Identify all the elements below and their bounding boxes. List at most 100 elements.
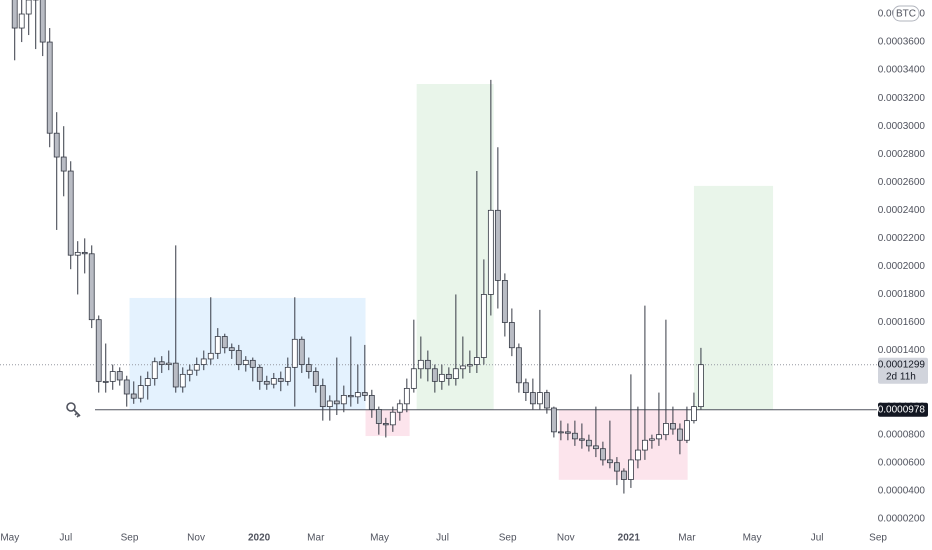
candle-body: [396, 403, 403, 413]
y-tick-label: 0.0002200: [878, 233, 926, 244]
candle-body: [228, 347, 235, 351]
last-price-label: 0.0001299: [878, 359, 926, 370]
y-tick-label: 0.0000200: [878, 513, 926, 524]
candle-body: [284, 366, 291, 382]
candle-body: [165, 362, 172, 365]
axes: 0.0000200 0.0000400 0.0000600 0.0000800 0.00…: [878, 5, 928, 524]
candle-body: [599, 448, 606, 461]
candle-body: [403, 387, 410, 405]
candle-body: [354, 392, 361, 398]
candle-body: [564, 431, 571, 434]
candle-body: [39, 0, 46, 43]
candle-body: [298, 338, 305, 365]
candle-body: [621, 470, 627, 480]
candle-body: [663, 423, 669, 436]
x-tick-label: Sep: [121, 533, 139, 544]
candle-body: [158, 361, 165, 365]
candle-body: [389, 411, 396, 426]
candle-body: [452, 368, 459, 379]
candle-body: [628, 459, 634, 480]
candle-body: [417, 359, 424, 370]
price-scale: [877, 0, 932, 550]
candle-body: [585, 439, 592, 447]
x-tick-label: Jul: [811, 533, 824, 544]
candle-body: [186, 369, 193, 375]
candle-body: [670, 423, 676, 430]
candle-body: [536, 392, 543, 405]
candle-body: [677, 428, 683, 441]
candle-body: [613, 462, 620, 472]
candle-body: [529, 392, 536, 405]
x-tick-label: Sep: [499, 533, 517, 544]
x-tick-label: 2021: [618, 533, 641, 544]
candle-body: [642, 439, 648, 451]
candle-body: [172, 362, 179, 388]
candle-body: [221, 336, 228, 349]
candle-body: [74, 251, 81, 256]
candle-body: [501, 280, 508, 323]
zone: [365, 409, 410, 437]
candle-body: [11, 0, 18, 29]
x-tick-label: Nov: [557, 533, 575, 544]
candle-body: [249, 359, 256, 368]
x-tick-label: Sep: [869, 533, 887, 544]
candle-body: [60, 156, 67, 172]
candle-body: [116, 371, 123, 381]
candle-body: [200, 358, 207, 365]
candle-body: [438, 373, 445, 382]
candle-body: [508, 322, 515, 349]
last-price-badge: [878, 357, 928, 384]
candle-body: [81, 251, 88, 255]
key-icon[interactable]: [66, 402, 81, 418]
candle-body: [571, 432, 578, 440]
candle-body: [445, 373, 452, 379]
y-tick-label: 0.0002000: [878, 261, 926, 272]
y-tick-label: 0.0000400: [878, 485, 926, 496]
y-tick-label: 0.0000800: [878, 429, 926, 440]
candle-body: [368, 394, 375, 410]
candle-body: [557, 431, 564, 434]
candle-body: [459, 365, 466, 370]
candle-body: [543, 392, 550, 409]
currency-badge: [892, 5, 920, 22]
candle-body: [214, 336, 221, 354]
candle-body: [151, 361, 158, 379]
plot-area: [0, 0, 877, 494]
candle-body: [53, 132, 60, 158]
y-tick-label: 0.0002600: [878, 177, 926, 188]
x-tick-label: Jul: [59, 533, 72, 544]
candle-body: [123, 379, 130, 395]
y-tick-label: 0.0001800: [878, 289, 926, 300]
candle-body: [480, 294, 487, 358]
candle-body: [361, 392, 368, 396]
candle-body: [46, 41, 53, 134]
candle-body: [578, 438, 585, 441]
candle-body: [550, 407, 557, 433]
candle-body: [88, 253, 95, 321]
candle-body: [326, 400, 333, 408]
candle-body: [305, 364, 312, 372]
candle-body: [319, 385, 326, 408]
candle-body: [592, 445, 599, 450]
x-tick-label: Mar: [678, 533, 696, 544]
candle-body: [466, 364, 473, 367]
candle-body: [522, 382, 529, 393]
candle-body: [256, 366, 263, 382]
candle-body: [102, 380, 109, 383]
zone: [693, 185, 774, 410]
candle-body: [684, 420, 690, 441]
candle-body: [263, 380, 270, 385]
candle-body: [179, 373, 186, 388]
zone: [558, 409, 688, 480]
candle-body: [242, 359, 249, 365]
x-tick-label: May: [0, 533, 19, 544]
candle-body: [494, 209, 501, 281]
candle-body: [270, 378, 277, 385]
candle-body: [144, 378, 151, 386]
hline-label: 0.0000978: [878, 404, 926, 415]
candle-body: [656, 434, 662, 440]
candle-body: [347, 394, 354, 398]
y-tick-label: 0.0003000: [878, 121, 926, 132]
candle-body: [410, 368, 417, 389]
y-tick-label: 0.0003400: [878, 65, 926, 76]
